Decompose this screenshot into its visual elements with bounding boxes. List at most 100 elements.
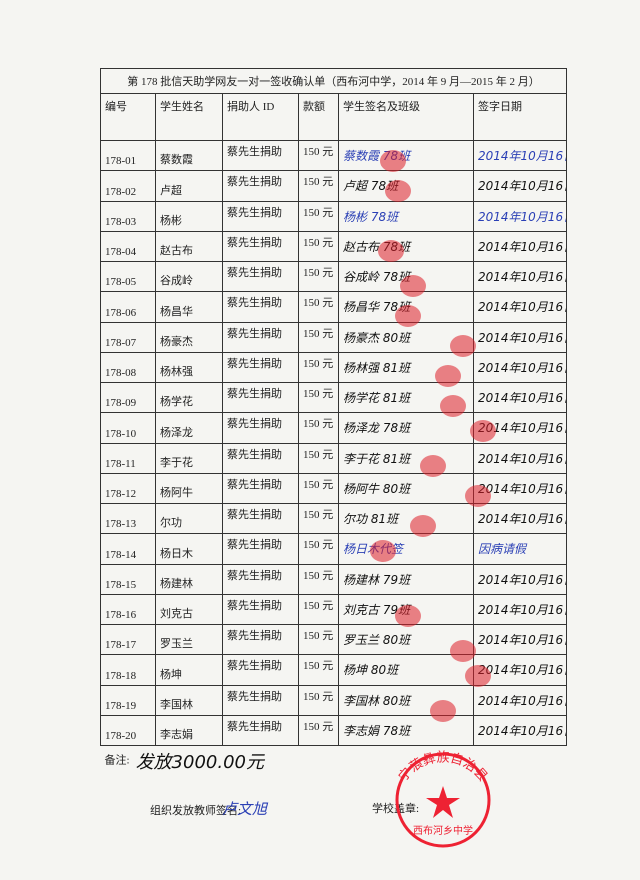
stamp-bottom: 西布河乡中学: [413, 824, 473, 837]
table-cell: 蔡先生捐助: [222, 654, 299, 686]
table-cell: 蔡先生捐助: [222, 139, 299, 172]
table-row: 178-17 罗玉兰 蔡先生捐助 150 元罗玉兰 80班 2014年10月16日: [100, 623, 567, 656]
table-cell: 150 元: [298, 442, 339, 474]
sign-date: 2014年10月16日: [478, 572, 567, 587]
table-cell: 蔡先生捐助: [222, 170, 299, 202]
table-cell: 蔡先生捐助: [222, 714, 299, 747]
table-cell: 谷成岭: [155, 260, 223, 293]
table-row: 178-07 杨豪杰 蔡先生捐助 150 元杨豪杰 80班 2014年10月16日: [100, 321, 567, 353]
table-row: 178-13 尔功 蔡先生捐助 150 元尔功 81班 2014年10月16日: [100, 502, 567, 535]
table-cell: 178-15: [100, 563, 156, 595]
handwritten-cell: 李于花 81班: [338, 442, 474, 474]
table-cell: 杨日木: [155, 533, 223, 565]
sign-date: 2014年10月16日: [478, 693, 567, 708]
table-row: 178-15 杨建林 蔡先生捐助 150 元杨建林 79班 2014年10月16日: [100, 563, 567, 595]
sign-date: 2014年10月16日: [478, 179, 567, 194]
remarks-text: 发放3000.00元: [135, 751, 264, 773]
table-cell: 150 元: [298, 260, 339, 293]
table-cell: 178-12: [100, 472, 156, 505]
table-row: 178-08 杨林强 蔡先生捐助 150 元杨林强 81班 2014年10月16日: [100, 351, 567, 384]
sign-date: 2014年10月16日: [478, 602, 567, 617]
handwritten-cell: 2014年10月16日: [473, 139, 567, 172]
handwritten-cell: 尔功 81班: [338, 502, 474, 535]
sign-date: 2014年10月16日: [478, 633, 567, 648]
table-cell: 178-16: [100, 593, 156, 626]
sign-date: 因病请假: [478, 542, 527, 557]
signature: 刘克古 79班: [343, 602, 411, 617]
table-row: 178-20 李志娟 蔡先生捐助 150 元李志娟 78班 2014年10月16日: [100, 714, 567, 747]
remarks-cell: 备注: 发放3000.00元: [100, 745, 567, 776]
handwritten-cell: 2014年10月16日: [473, 291, 567, 323]
stamp-ring: [395, 752, 491, 848]
handwritten-cell: 刘克古 79班: [338, 593, 474, 626]
receipt-table: 第 178 批信天助学网友一对一签收确认单（西布河中学，2014 年 9 月—2…: [100, 68, 567, 776]
handwritten-cell: 杨泽龙 78班: [338, 412, 474, 444]
teacher-label: 组织发放教师签名:: [150, 805, 242, 817]
table-cell: 178-08: [100, 351, 156, 384]
table-cell: 178-05: [100, 260, 156, 293]
table-cell: 蔡先生捐助: [222, 291, 299, 323]
handwritten-cell: 2014年10月16日: [473, 260, 567, 293]
handwritten-cell: 杨彬 78班: [338, 200, 474, 232]
table-cell: 刘克古: [155, 593, 223, 626]
handwritten-cell: 2014年10月16日: [473, 230, 567, 263]
signature: 杨坤 80班: [343, 663, 399, 678]
header-cell: 编号: [100, 93, 156, 141]
remarks-label: 备注:: [104, 754, 130, 767]
table-cell: 150 元: [298, 533, 339, 565]
table-cell: 杨坤: [155, 654, 223, 686]
table-cell: 150 元: [298, 291, 339, 323]
table-cell: 罗玉兰: [155, 623, 223, 656]
table-cell: 蔡先生捐助: [222, 442, 299, 474]
table-cell: 178-03: [100, 200, 156, 232]
handwritten-cell: 2014年10月16日: [473, 472, 567, 505]
signature: 李于花 81班: [343, 451, 411, 466]
table-cell: 178-07: [100, 321, 156, 353]
handwritten-cell: 罗玉兰 80班: [338, 623, 474, 656]
signature: 杨日木代签: [343, 542, 404, 557]
table-cell: 150 元: [298, 684, 339, 716]
table-cell: 178-04: [100, 230, 156, 263]
table-cell: 蔡先生捐助: [222, 412, 299, 444]
table-row: 178-11 李于花 蔡先生捐助 150 元李于花 81班 2014年10月16日: [100, 442, 567, 474]
handwritten-cell: 2014年10月16日: [473, 684, 567, 716]
table-cell: 150 元: [298, 623, 339, 656]
table-cell: 蔡先生捐助: [222, 623, 299, 656]
handwritten-cell: 杨坤 80班: [338, 654, 474, 686]
header-row: 编号 学生姓名 捐助人 ID 款额 学生签名及班级 签字日期: [100, 93, 567, 141]
handwritten-cell: 2014年10月16日: [473, 654, 567, 686]
table-cell: 蔡先生捐助: [222, 533, 299, 565]
handwritten-cell: 杨阿牛 80班: [338, 472, 474, 505]
signature: 蔡数霞 78班: [343, 149, 411, 164]
signature: 尔功 81班: [343, 512, 399, 527]
handwritten-cell: 2014年10月16日: [473, 502, 567, 535]
signature: 杨彬 78班: [343, 209, 399, 224]
table-cell: 150 元: [298, 412, 339, 444]
signature: 杨昌华 78班: [343, 300, 411, 315]
table-row: 178-04 赵古布 蔡先生捐助 150 元赵古布 78班 2014年10月16日: [100, 230, 567, 263]
table-cell: 卢超: [155, 170, 223, 202]
sign-date: 2014年10月16日: [478, 451, 567, 466]
signature: 李志娟 78班: [343, 723, 411, 738]
handwritten-cell: 2014年10月16日: [473, 593, 567, 626]
table-row: 178-16 刘克古 蔡先生捐助 150 元刘克古 79班 2014年10月16日: [100, 593, 567, 626]
handwritten-cell: 谷成岭 78班: [338, 260, 474, 293]
table-cell: 蔡先生捐助: [222, 593, 299, 626]
table-cell: 178-13: [100, 502, 156, 535]
handwritten-cell: 杨学花 81班: [338, 381, 474, 414]
handwritten-cell: 赵古布 78班: [338, 230, 474, 263]
table-cell: 蔡先生捐助: [222, 563, 299, 595]
sign-date: 2014年10月16日: [478, 270, 567, 285]
signature: 谷成岭 78班: [343, 270, 411, 285]
table-cell: 150 元: [298, 230, 339, 263]
title: 第 178 批信天助学网友一对一签收确认单（西布河中学，2014 年 9 月—2…: [100, 68, 567, 94]
table-cell: 150 元: [298, 714, 339, 747]
handwritten-cell: 2014年10月16日: [473, 321, 567, 353]
handwritten-cell: 杨林强 81班: [338, 351, 474, 384]
table-cell: 蔡先生捐助: [222, 684, 299, 716]
signature: 杨学花 81班: [343, 391, 411, 406]
handwritten-cell: 杨日木代签: [338, 533, 474, 565]
table-cell: 蔡先生捐助: [222, 381, 299, 414]
table-cell: 杨昌华: [155, 291, 223, 323]
